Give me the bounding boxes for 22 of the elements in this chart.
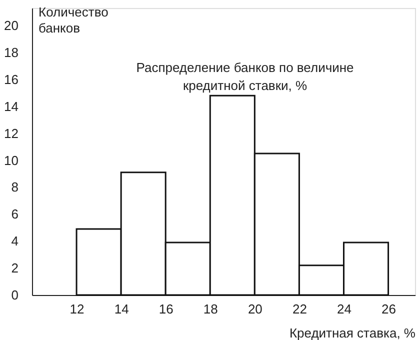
y-tick-label: 20 [4,18,18,34]
y-tick-label: 16 [4,72,18,87]
x-tick-label: 22 [292,302,307,316]
x-tick-label: 26 [382,302,396,316]
y-tick-label: 0 [11,288,18,302]
x-tick-label: 16 [158,302,174,316]
y-tick-label: 10 [4,152,18,168]
text: Распределение банков по величине кредитной ставки, % [136,60,354,93]
y-tick-label: 6 [11,206,18,222]
y-tick-label: 18 [4,44,18,60]
x-tick-label: 12 [70,302,84,316]
y-tick-label: 12 [4,126,18,141]
y-tick-label: 14 [4,98,18,114]
y-tick-label: 2 [11,260,18,276]
x-tick-label: 24 [337,302,352,316]
y-axis-title: Количество банков [38,4,108,36]
x-tick-label: 14 [114,302,129,316]
x-axis-title: Кредитная ставка, % [289,326,416,340]
x-tick-label: 18 [203,302,218,316]
x-tick-label: 20 [248,302,262,316]
y-tick-label: 4 [11,234,18,249]
y-tick-label: 8 [11,180,18,195]
